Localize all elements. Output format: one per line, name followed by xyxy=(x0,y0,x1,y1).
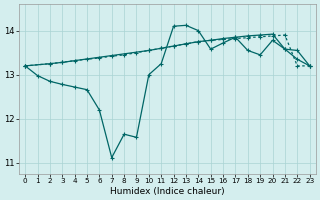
X-axis label: Humidex (Indice chaleur): Humidex (Indice chaleur) xyxy=(110,187,225,196)
